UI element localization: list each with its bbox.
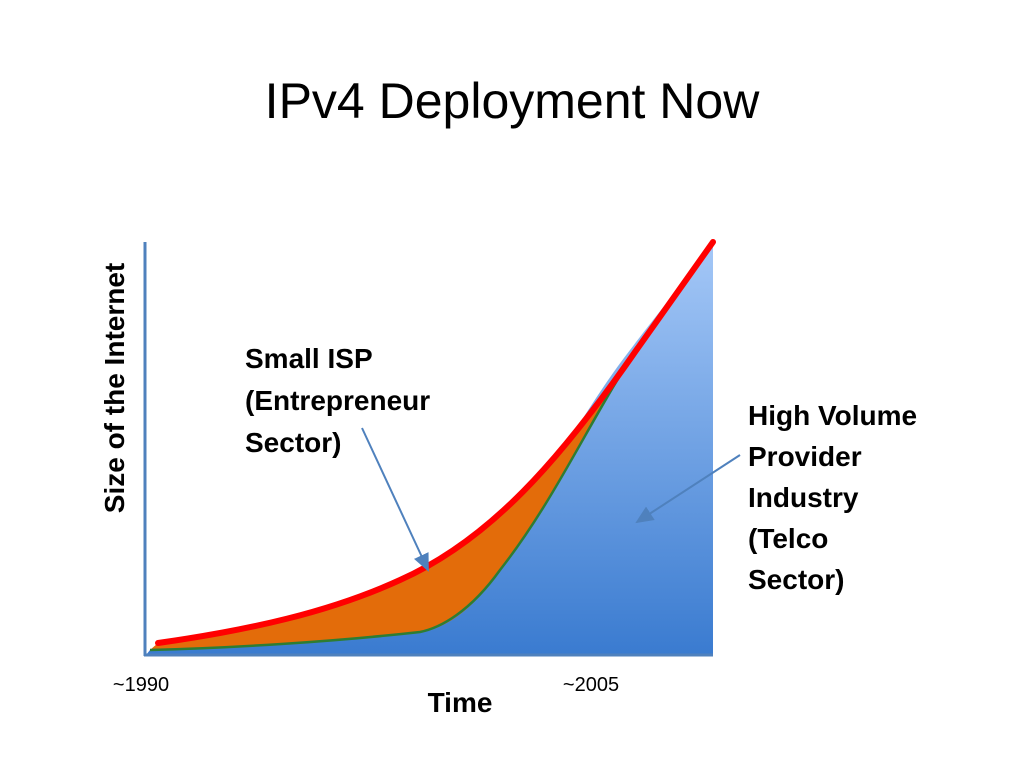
- y-axis-label: Size of the Internet: [99, 263, 130, 513]
- x-axis-label: Time: [428, 687, 493, 718]
- annotation-line: (Telco: [748, 523, 828, 554]
- annotation-line: Small ISP: [245, 343, 373, 374]
- annotation-line: High Volume: [748, 400, 917, 431]
- red-curve: [155, 239, 716, 646]
- x-tick-label: ~1990: [113, 674, 169, 696]
- arrow: [361, 427, 429, 572]
- arrow: [635, 454, 741, 524]
- annotation-line: Sector): [245, 427, 341, 458]
- annotation-line: (Entrepreneur: [245, 385, 430, 416]
- annotation-line: Provider: [748, 441, 862, 472]
- high-volume-area: [146, 242, 713, 655]
- title: IPv4 Deployment Now: [265, 73, 761, 129]
- x-tick-label: ~2005: [563, 674, 619, 696]
- green-curve: [149, 351, 637, 652]
- annotation-line: Sector): [748, 564, 844, 595]
- small-isp-area: [150, 352, 635, 650]
- annotation-line: Industry: [748, 482, 859, 513]
